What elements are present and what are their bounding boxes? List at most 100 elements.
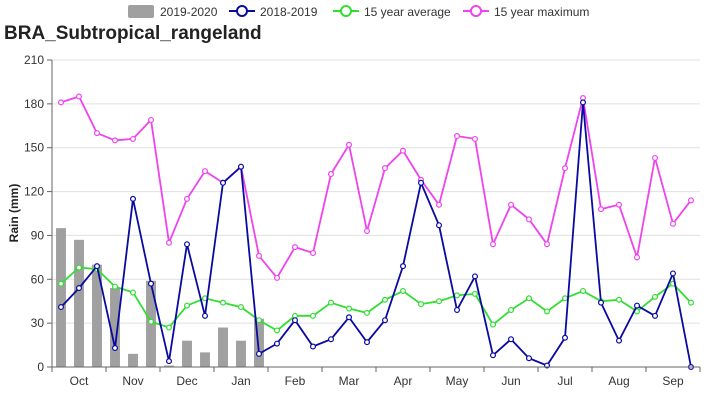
point-15-year-average-27 (543, 308, 550, 315)
axes: 0 30 60 90 120 150 180 210 Oct Nov Dec Jan Feb Mar Apr… (24, 53, 701, 388)
point-15-year-average-25 (508, 306, 515, 313)
point-2018-2019-5 (148, 280, 155, 287)
point-15-year-average-29 (579, 287, 586, 294)
point-2018-2019-14 (310, 343, 317, 350)
point-15-year-average-10 (238, 304, 245, 311)
line-series-2018-2019 (57, 99, 694, 371)
point-2018-2019-1 (75, 285, 82, 292)
legend-label-15-year-average: 15 year average (364, 5, 451, 19)
point-15-year-maximum-15 (328, 171, 335, 178)
point-15-year-maximum-11 (256, 252, 263, 259)
y-tick-label-150: 150 (24, 141, 44, 155)
point-15-year-average-11 (256, 317, 263, 324)
point-2018-2019-24 (490, 352, 497, 359)
point-15-year-average-22 (454, 292, 461, 299)
point-15-year-maximum-13 (292, 244, 299, 251)
bar-2019-2020-9 (218, 327, 228, 367)
point-2018-2019-15 (328, 336, 335, 343)
point-15-year-average-15 (328, 299, 335, 306)
point-15-year-maximum-8 (202, 168, 209, 175)
point-15-year-maximum-6 (166, 239, 173, 246)
point-2018-2019-19 (400, 263, 407, 270)
bar-2019-2020-3 (110, 288, 120, 367)
legend: 2019-2020 2018-2019 15 year average 15 y… (128, 5, 589, 19)
point-15-year-average-7 (184, 302, 191, 309)
point-2018-2019-17 (364, 339, 371, 346)
legend-label-2018-2019: 2018-2019 (260, 5, 318, 19)
point-15-year-maximum-12 (274, 274, 281, 281)
legend-marker-15-year-average (340, 5, 352, 17)
point-15-year-maximum-28 (561, 165, 568, 172)
line-15-year-maximum (60, 95, 692, 280)
point-15-year-average-20 (418, 301, 425, 308)
point-15-year-average-26 (525, 295, 532, 302)
point-2018-2019-20 (418, 179, 425, 186)
point-2018-2019-32 (633, 302, 640, 309)
point-15-year-maximum-32 (633, 254, 640, 261)
x-tick-label-apr: Apr (394, 374, 413, 388)
bar-2019-2020-2 (92, 264, 102, 367)
legend-item-2019-2020[interactable]: 2019-2020 (128, 5, 218, 19)
y-tick-label-210: 210 (24, 53, 44, 67)
point-15-year-maximum-2 (93, 130, 100, 137)
point-15-year-average-3 (111, 283, 118, 290)
point-15-year-average-12 (274, 327, 281, 334)
point-2018-2019-22 (454, 306, 461, 313)
bar-series-2019-2020 (56, 228, 264, 367)
point-15-year-maximum-18 (382, 165, 389, 172)
bar-2019-2020-0 (56, 228, 66, 367)
legend-item-15-year-average[interactable]: 15 year average (333, 5, 451, 19)
line-2018-2019 (60, 102, 692, 368)
y-tick-label-120: 120 (24, 185, 44, 199)
point-15-year-maximum-5 (148, 116, 155, 123)
point-15-year-average-21 (436, 298, 443, 305)
point-15-year-maximum-16 (346, 141, 353, 148)
point-2018-2019-29 (579, 99, 586, 106)
point-2018-2019-4 (130, 195, 137, 202)
point-15-year-maximum-21 (436, 201, 443, 208)
legend-item-2018-2019[interactable]: 2018-2019 (229, 5, 318, 19)
bar-2019-2020-11 (254, 318, 264, 367)
point-15-year-average-16 (346, 305, 353, 312)
line-series-group (57, 93, 694, 371)
point-15-year-average-19 (400, 287, 407, 294)
point-2018-2019-6 (166, 358, 173, 365)
point-2018-2019-18 (382, 317, 389, 324)
legend-label-15-year-maximum: 15 year maximum (494, 5, 589, 19)
point-15-year-maximum-24 (490, 241, 497, 248)
point-15-year-maximum-23 (472, 135, 479, 142)
point-2018-2019-13 (292, 317, 299, 324)
point-2018-2019-10 (238, 163, 245, 170)
bar-2019-2020-7 (182, 340, 192, 367)
point-15-year-maximum-7 (184, 195, 191, 202)
point-2018-2019-34 (669, 270, 676, 277)
point-2018-2019-16 (346, 314, 353, 321)
point-15-year-average-23 (472, 290, 479, 297)
point-15-year-average-24 (490, 321, 497, 328)
point-2018-2019-8 (202, 312, 209, 319)
point-15-year-maximum-25 (508, 201, 515, 208)
x-tick-label-jan: Jan (231, 374, 250, 388)
point-2018-2019-3 (111, 344, 118, 351)
point-15-year-maximum-34 (669, 220, 676, 227)
legend-item-15-year-maximum[interactable]: 15 year maximum (463, 5, 589, 19)
point-15-year-average-18 (382, 296, 389, 303)
point-15-year-average-35 (687, 299, 694, 306)
bar-2019-2020-6 (164, 365, 174, 367)
point-15-year-average-14 (310, 312, 317, 319)
line-15-year-average (60, 266, 692, 332)
point-15-year-average-33 (651, 293, 658, 300)
point-2018-2019-26 (525, 355, 532, 362)
legend-marker-2018-2019 (236, 5, 248, 17)
point-15-year-maximum-1 (75, 93, 82, 100)
point-2018-2019-21 (436, 222, 443, 229)
point-15-year-maximum-22 (454, 133, 461, 140)
y-tick-label-90: 90 (31, 228, 45, 242)
x-tick-label-dec: Dec (176, 374, 197, 388)
point-15-year-average-5 (148, 318, 155, 325)
point-15-year-maximum-30 (597, 206, 604, 213)
y-tick-label-30: 30 (31, 316, 45, 330)
y-tick-label-180: 180 (24, 97, 44, 111)
point-15-year-maximum-33 (651, 154, 658, 161)
bar-2019-2020-4 (128, 353, 138, 367)
